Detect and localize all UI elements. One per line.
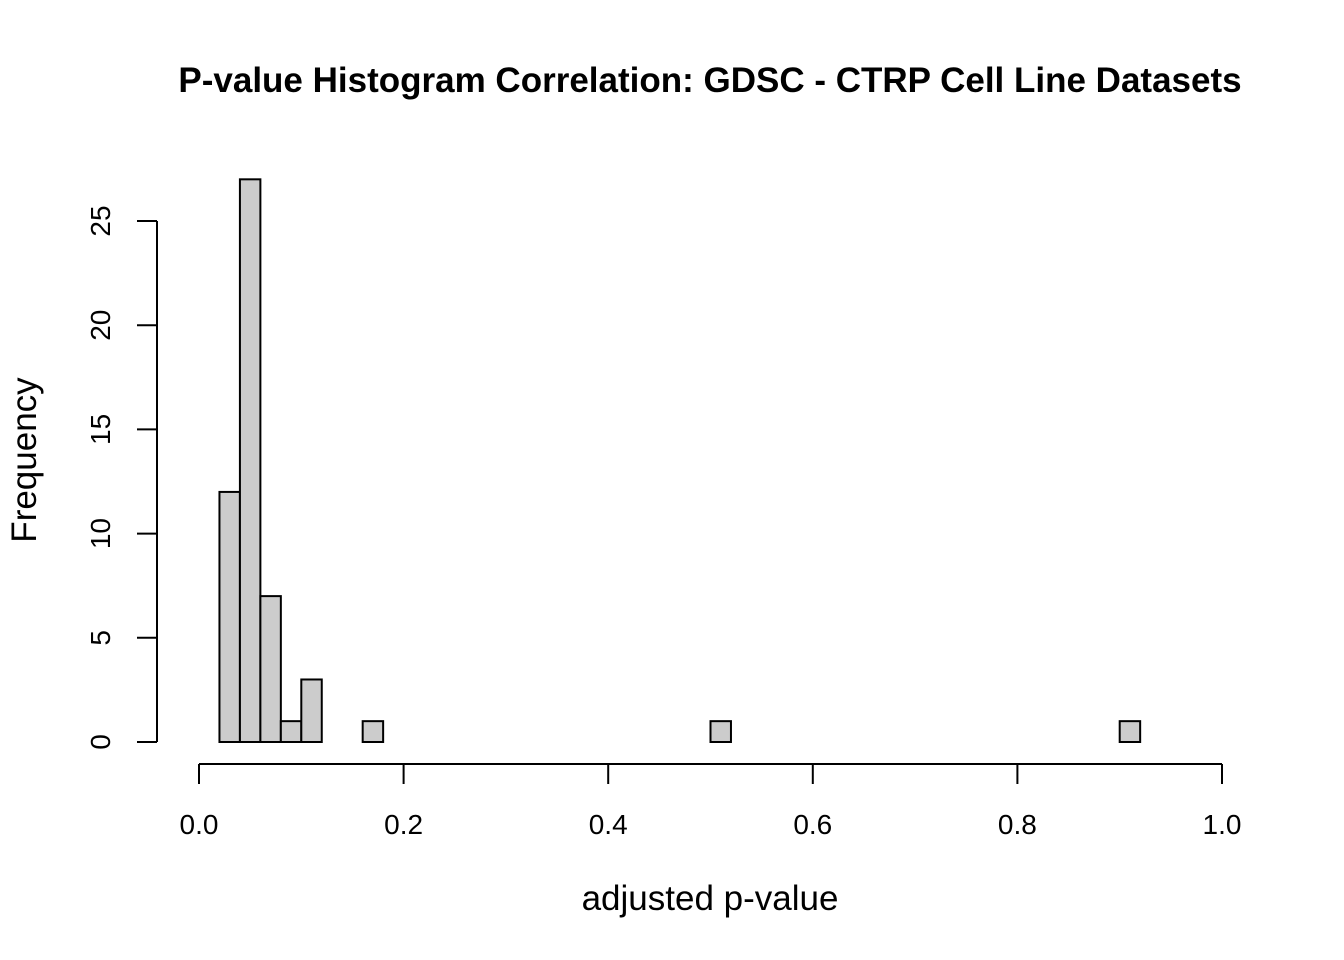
x-axis: 0.0 0.2 0.4 0.6 0.8 1.0 — [180, 763, 1242, 840]
histogram-bar — [279, 720, 303, 743]
x-tick-label: 0.2 — [384, 809, 423, 840]
x-tick-label: 0.0 — [180, 809, 219, 840]
histogram-bars — [218, 178, 1142, 744]
histogram-bar — [1118, 720, 1142, 743]
chart-title: P-value Histogram Correlation: GDSC - CT… — [178, 61, 1241, 100]
x-tick-label: 0.4 — [589, 809, 628, 840]
x-tick-label: 0.8 — [998, 809, 1037, 840]
histogram-bar — [300, 678, 323, 743]
y-tick-label: 15 — [85, 414, 116, 445]
y-tick-label: 10 — [85, 518, 116, 549]
y-axis-label: Frequency — [5, 377, 44, 543]
histogram-bar — [709, 720, 732, 743]
y-tick-label: 5 — [85, 630, 116, 646]
y-tick-label: 0 — [85, 734, 116, 750]
y-tick-label: 20 — [85, 310, 116, 341]
histogram-bar — [218, 490, 241, 744]
histogram-bar — [238, 178, 262, 743]
histogram-bar — [259, 595, 282, 743]
histogram-bar — [361, 720, 385, 743]
x-tick-label: 0.6 — [793, 809, 832, 840]
y-tick-label: 25 — [85, 205, 116, 236]
y-axis: 0 5 10 15 20 25 — [85, 205, 158, 750]
x-tick-label: 1.0 — [1203, 809, 1242, 840]
x-axis-label: adjusted p-value — [582, 879, 839, 918]
